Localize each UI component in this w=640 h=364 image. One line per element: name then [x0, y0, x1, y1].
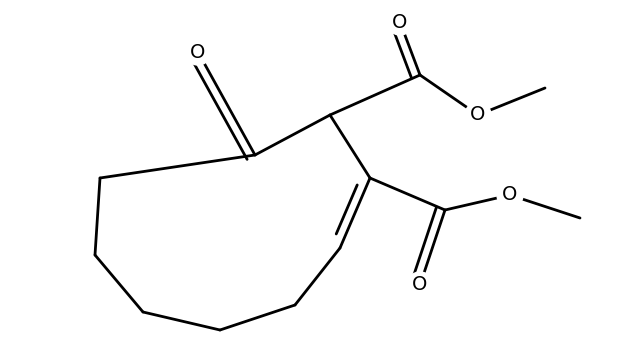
- Text: O: O: [190, 43, 205, 62]
- Text: O: O: [412, 276, 428, 294]
- Text: O: O: [470, 106, 486, 124]
- Text: O: O: [392, 12, 408, 32]
- Text: O: O: [502, 186, 518, 205]
